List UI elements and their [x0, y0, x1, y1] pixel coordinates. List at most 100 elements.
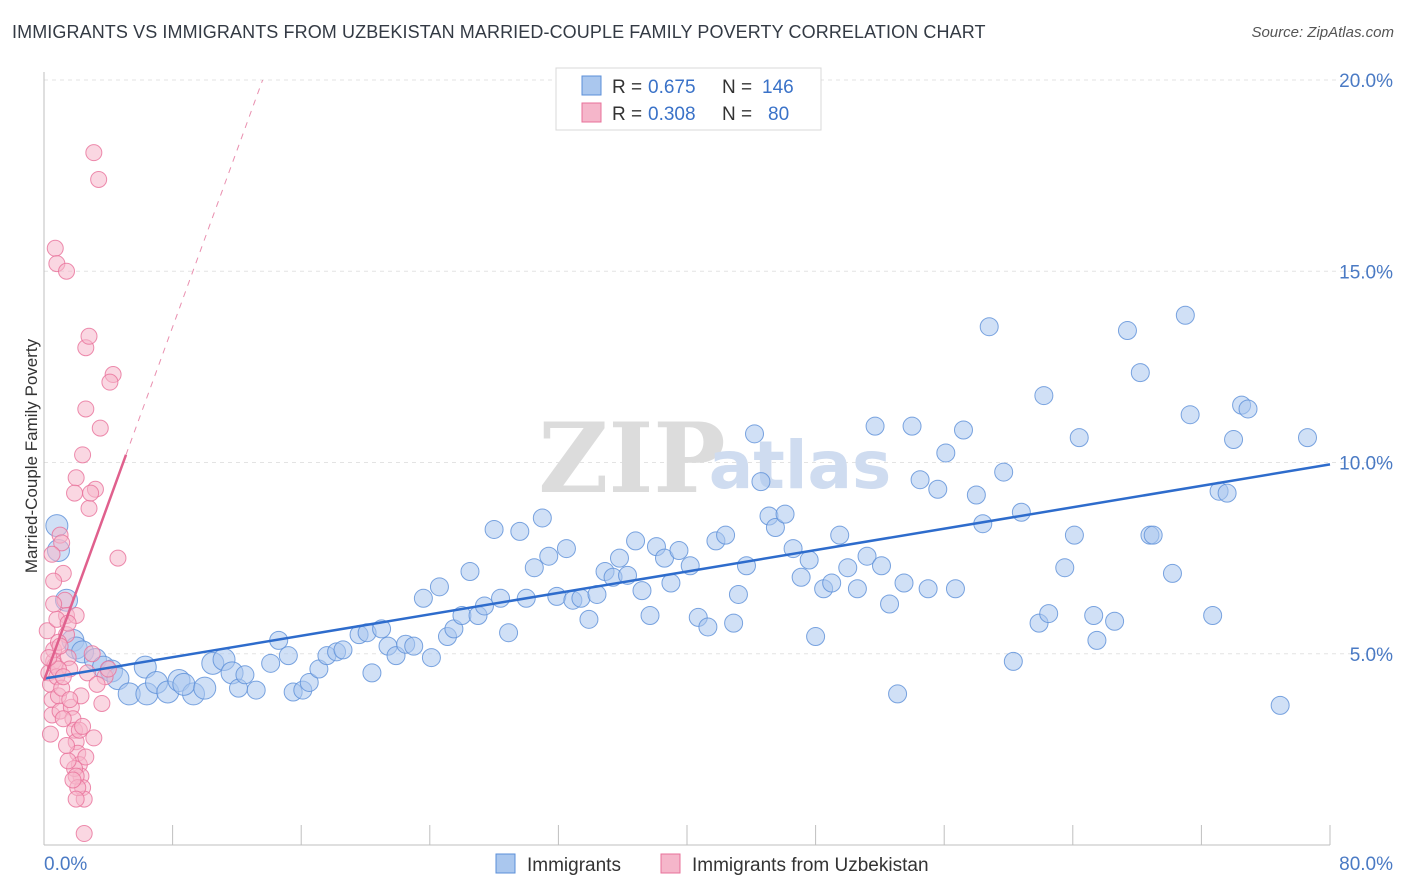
point-uzbekistan: [58, 737, 76, 755]
point-immigrants: [751, 472, 771, 492]
point-immigrants: [1084, 606, 1104, 625]
point-immigrants: [857, 546, 877, 566]
x-axis-ticks: [172, 825, 1331, 845]
point-immigrants: [728, 584, 748, 604]
legend-n-value-uzbekistan: 80: [768, 104, 789, 125]
bottom-legend-swatch-uzbekistan: [660, 853, 681, 874]
point-immigrants: [1105, 611, 1125, 631]
point-uzbekistan: [45, 572, 63, 590]
point-immigrants: [278, 646, 298, 666]
bottom-legend-swatch-immigrants: [495, 853, 516, 874]
point-immigrants: [172, 672, 196, 696]
point-immigrants: [1039, 604, 1059, 624]
point-immigrants: [1034, 386, 1054, 406]
point-uzbekistan: [74, 446, 92, 464]
point-immigrants: [791, 567, 811, 587]
legend-stats: R = 0.675 N = 146 R = 0.308 N = 80: [555, 67, 822, 131]
point-immigrants: [1180, 405, 1200, 425]
point-uzbekistan: [101, 373, 119, 391]
point-immigrants: [1117, 321, 1137, 341]
point-immigrants: [661, 573, 681, 593]
point-uzbekistan: [75, 825, 93, 843]
point-immigrants: [838, 558, 858, 578]
point-uzbekistan: [59, 752, 77, 770]
point-immigrants: [830, 525, 850, 545]
chart-title: IMMIGRANTS VS IMMIGRANTS FROM UZBEKISTAN…: [12, 22, 986, 42]
point-uzbekistan: [109, 549, 127, 567]
y-tick-label: 10.0%: [1339, 454, 1393, 475]
point-immigrants: [865, 416, 885, 436]
legend-r-label-immigrants: R =: [612, 77, 642, 98]
y-axis-label: Married-Couple Family Poverty: [22, 338, 41, 573]
point-uzbekistan: [53, 534, 71, 552]
point-immigrants: [1224, 430, 1244, 450]
point-immigrants: [1130, 363, 1150, 383]
point-uzbekistan: [91, 419, 109, 437]
point-immigrants: [1217, 483, 1237, 503]
point-uzbekistan: [80, 327, 98, 345]
legend-r-label-uzbekistan: R =: [612, 104, 642, 125]
point-uzbekistan: [46, 239, 64, 257]
legend-n-label-immigrants: N =: [722, 77, 752, 98]
point-uzbekistan: [85, 144, 103, 162]
point-uzbekistan: [58, 262, 76, 280]
point-immigrants: [460, 562, 480, 582]
point-immigrants: [669, 540, 689, 560]
point-immigrants: [1175, 305, 1195, 325]
legend-swatch-immigrants: [581, 75, 602, 96]
point-immigrants: [822, 573, 842, 593]
legend-n-value-immigrants: 146: [762, 77, 794, 98]
point-immigrants: [966, 485, 986, 505]
point-uzbekistan: [88, 675, 106, 693]
point-immigrants: [936, 443, 956, 463]
point-immigrants: [1069, 428, 1089, 448]
legend-r-value-immigrants: 0.675: [648, 77, 696, 98]
point-uzbekistan: [80, 499, 98, 517]
point-immigrants: [299, 672, 319, 692]
point-immigrants: [1011, 502, 1031, 522]
point-uzbekistan: [41, 725, 59, 743]
point-immigrants: [640, 606, 660, 625]
point-immigrants: [910, 470, 930, 490]
point-immigrants: [579, 609, 599, 629]
point-immigrants: [413, 588, 433, 608]
point-uzbekistan: [38, 622, 56, 640]
point-uzbekistan: [74, 717, 92, 735]
point-immigrants: [499, 623, 519, 643]
point-uzbekistan: [61, 691, 79, 709]
trend-line-immigrants: [43, 463, 1331, 680]
point-immigrants: [626, 531, 646, 551]
point-immigrants: [894, 573, 914, 593]
point-immigrants: [246, 680, 266, 700]
bottom-legend-label-uzbekistan: Immigrants from Uzbekistan: [692, 855, 929, 876]
point-immigrants: [1003, 651, 1023, 671]
point-immigrants: [1238, 399, 1258, 419]
point-immigrants: [362, 663, 382, 683]
point-immigrants: [421, 648, 441, 668]
point-uzbekistan: [67, 469, 85, 487]
point-immigrants: [404, 636, 424, 656]
watermark-zip: ZIP: [538, 402, 725, 515]
legend-n-label-uzbekistan: N =: [722, 104, 752, 125]
point-immigrants: [261, 653, 281, 673]
point-immigrants: [698, 617, 718, 637]
point-immigrants: [532, 508, 552, 528]
point-uzbekistan: [67, 790, 85, 808]
x-tick-label-min: 0.0%: [44, 854, 87, 875]
point-immigrants: [429, 577, 449, 597]
watermark: ZIP atlas: [538, 402, 891, 515]
point-immigrants: [333, 640, 353, 660]
point-immigrants: [724, 613, 744, 633]
point-immigrants: [1270, 695, 1290, 715]
point-uzbekistan: [64, 771, 82, 789]
point-immigrants: [799, 550, 819, 570]
point-immigrants: [953, 420, 973, 440]
point-uzbekistan: [82, 484, 100, 502]
point-uzbekistan: [77, 748, 95, 766]
point-immigrants: [806, 627, 826, 647]
point-uzbekistan: [85, 729, 103, 747]
point-immigrants: [945, 579, 965, 599]
point-immigrants: [632, 581, 652, 601]
point-uzbekistan: [54, 710, 72, 728]
